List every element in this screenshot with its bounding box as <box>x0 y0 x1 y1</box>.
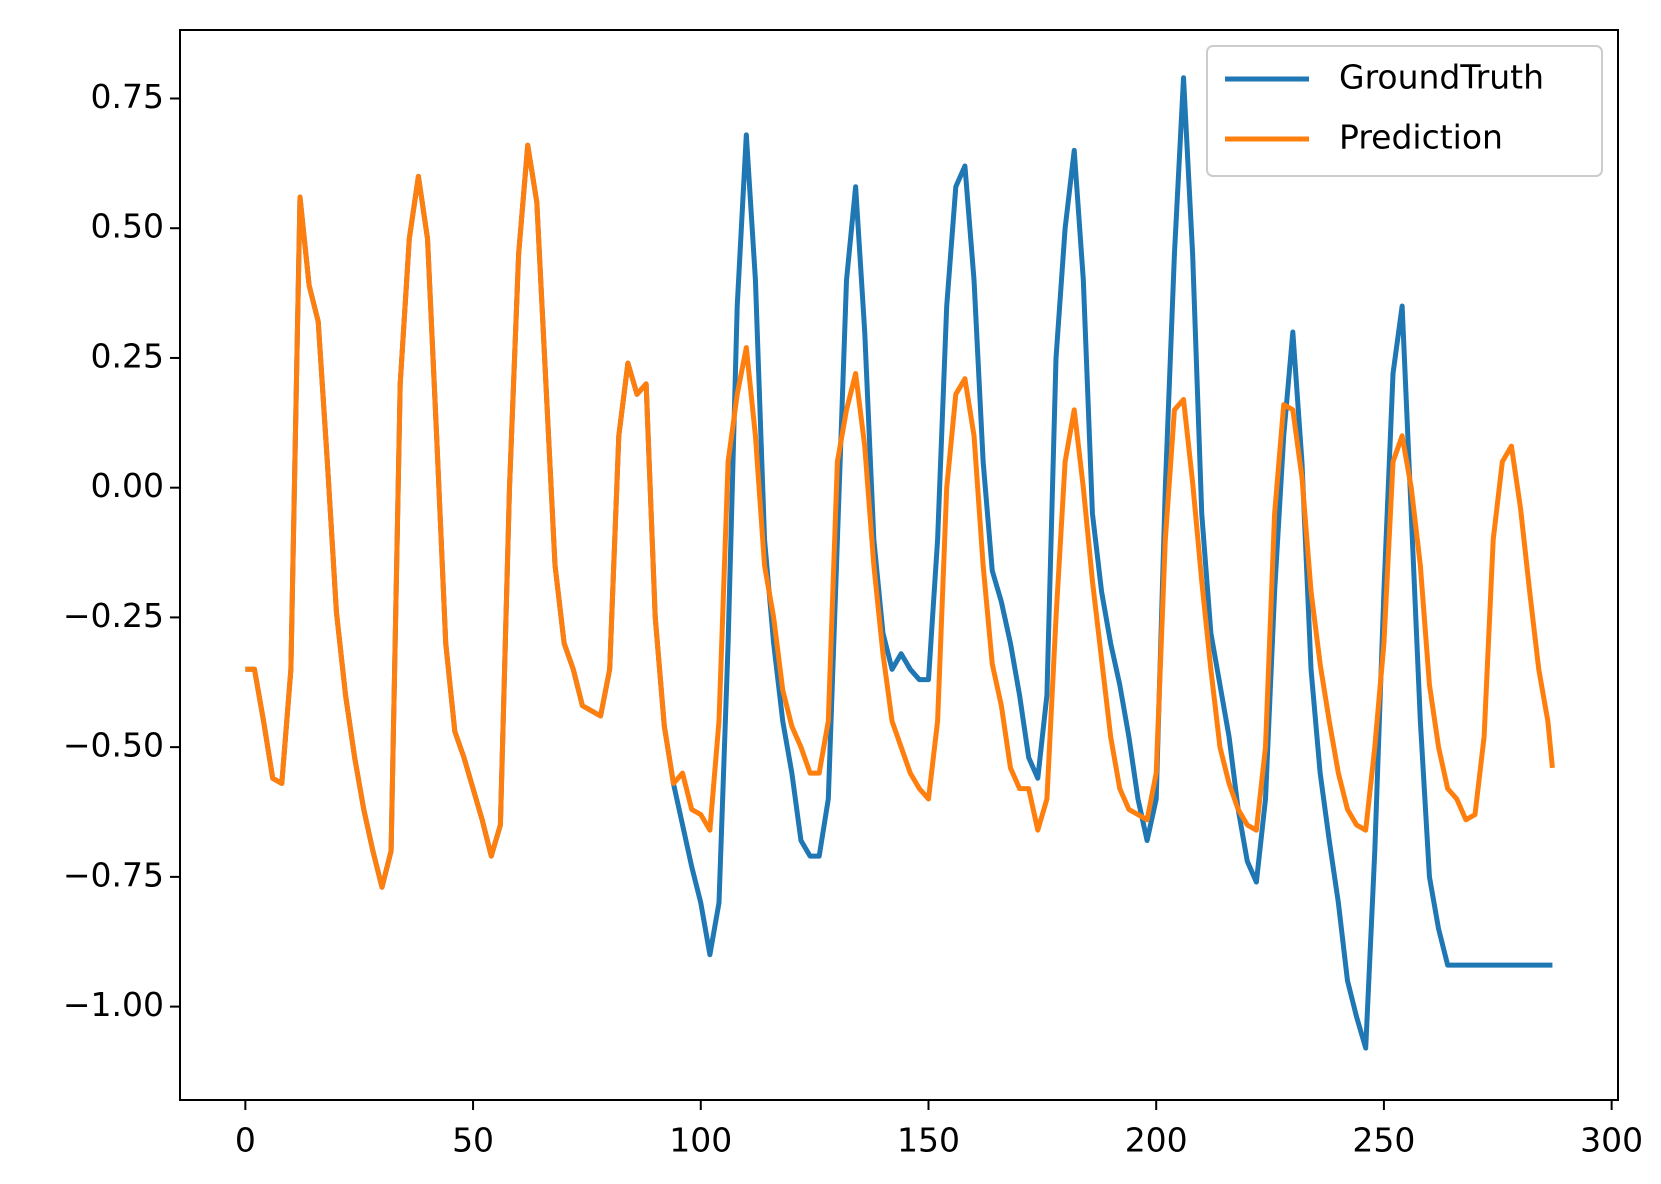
x-tick-label: 200 <box>1125 1121 1188 1160</box>
y-tick-label: 0.00 <box>91 466 164 505</box>
x-tick-label: 50 <box>452 1121 494 1160</box>
line-series <box>245 142 1555 890</box>
legend-label: GroundTruth <box>1339 58 1544 97</box>
y-tick-label: −0.50 <box>63 726 164 765</box>
y-tick-label: 0.50 <box>91 207 164 246</box>
x-tick-label: 150 <box>897 1121 960 1160</box>
y-tick-label: −0.25 <box>63 596 164 635</box>
y-tick-label: 0.25 <box>91 336 164 375</box>
x-tick-label: 250 <box>1352 1121 1415 1160</box>
y-tick-label: −0.75 <box>63 855 164 894</box>
plot-frame <box>179 29 1619 1101</box>
y-tick-label: 0.75 <box>91 77 164 116</box>
y-tick-label: −1.00 <box>63 985 164 1024</box>
x-tick-label: 300 <box>1580 1121 1643 1160</box>
x-tick-label: 100 <box>669 1121 732 1160</box>
x-tick-label: 0 <box>235 1121 256 1160</box>
legend-label: Prediction <box>1339 118 1503 157</box>
